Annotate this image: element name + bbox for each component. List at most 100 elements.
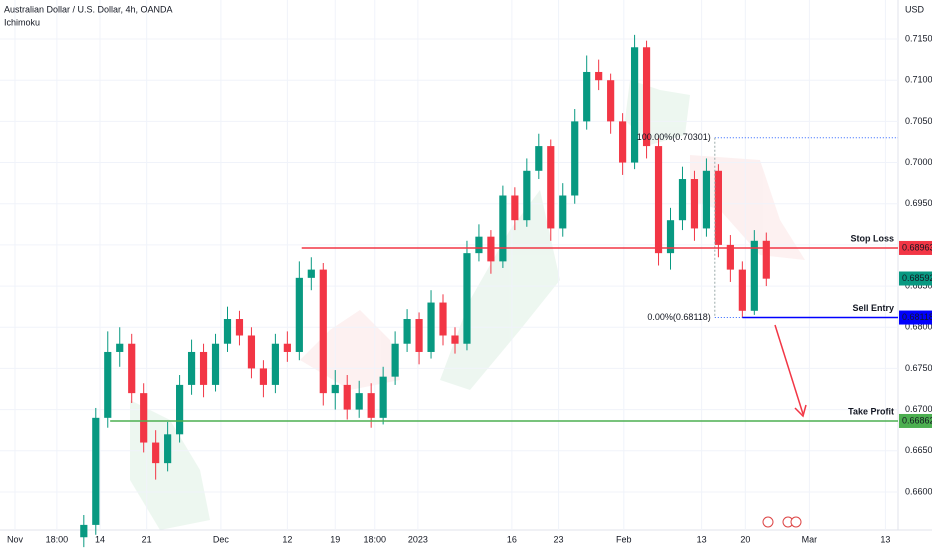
candle-body (307, 269, 315, 278)
x-tick-label: 21 (142, 534, 152, 544)
x-tick-label: 20 (740, 534, 750, 544)
x-tick-label: 13 (880, 534, 890, 544)
candle-body (164, 434, 172, 464)
x-tick-label: Dec (213, 534, 230, 544)
candle-body (319, 269, 327, 394)
candle-body (463, 253, 471, 344)
candle-body (535, 146, 543, 171)
candle-body (607, 80, 615, 122)
candle-body (738, 269, 746, 311)
candle-body (176, 384, 184, 435)
y-tick-label: 0.71500 (905, 33, 932, 43)
x-tick-label: 2023 (408, 534, 428, 544)
candle-body (116, 343, 124, 352)
candle-body (235, 319, 244, 336)
candle-body (678, 179, 687, 221)
candle-body (403, 319, 411, 344)
candle-body (571, 121, 579, 196)
candle-body (152, 442, 160, 464)
candle-body (654, 146, 663, 254)
candle-body (702, 170, 711, 229)
candle-body (439, 302, 447, 336)
candle-body (499, 195, 507, 262)
arrow-head (794, 404, 807, 418)
indicator-name: Ichimoku (4, 17, 40, 27)
price-tag (899, 413, 932, 428)
price-tag (899, 310, 932, 325)
level-name: Stop Loss (850, 233, 894, 243)
candle-body (211, 343, 220, 385)
price-tag-label: 0.68963 (902, 242, 932, 252)
candle-body (140, 393, 148, 443)
x-tick-label: 14 (95, 534, 105, 544)
x-tick-label: Feb (616, 534, 632, 544)
candle-body (379, 376, 387, 418)
fib-label: 0.00%(0.68118) (647, 312, 710, 322)
event-icon (762, 516, 774, 528)
candle-body (630, 47, 639, 163)
candle-body (271, 343, 279, 385)
candle-body (223, 319, 232, 344)
level-name: Take Profit (848, 406, 894, 416)
candle-body (391, 343, 399, 377)
candle-body (690, 179, 699, 229)
candle-body (714, 170, 722, 245)
candle-body (750, 240, 758, 311)
plot: 100.00%(0.70301) 0.00%(0.68118) Stop Loss S… (0, 0, 898, 548)
currency: USD (905, 4, 925, 14)
price-tag-label: 0.66862 (902, 415, 932, 425)
x-tick-label: Mar (802, 534, 818, 544)
candle-body (199, 351, 208, 385)
price-tag (899, 240, 932, 255)
x-tick-label: 16 (507, 534, 517, 544)
candle-body (475, 236, 483, 254)
symbol-title: Australian Dollar / U.S. Dollar, 4h, OAN… (4, 4, 173, 14)
price-tag (899, 271, 932, 286)
candle-body (726, 244, 734, 270)
candle-body (367, 393, 375, 418)
price-tag-label: 0.68118 (902, 312, 932, 322)
cloud-green (625, 80, 690, 145)
candle-body (523, 170, 531, 221)
candle-body (355, 393, 363, 410)
arrow-shaft (774, 324, 804, 415)
candle-body (343, 384, 351, 410)
x-tick-label: 13 (697, 534, 707, 544)
candle-body (762, 240, 770, 279)
candle-body (283, 343, 291, 352)
candle-body (547, 146, 555, 229)
candle-body (247, 335, 256, 369)
x-tick-label: 18:00 (46, 534, 69, 544)
candle-body (451, 335, 459, 344)
candle-body (259, 368, 268, 385)
candle-body (128, 343, 136, 394)
candle-body (104, 351, 112, 418)
x-tick-label: 12 (282, 534, 292, 544)
candle-body (92, 417, 100, 525)
fib-label: 100.00%(0.70301) (637, 132, 711, 142)
candle-body (619, 121, 627, 163)
candle-body (666, 220, 675, 254)
candle-body (559, 195, 567, 229)
candle-body (583, 71, 591, 122)
candle-body (415, 319, 423, 352)
flags (762, 516, 802, 528)
level-name: Sell Entry (852, 303, 894, 313)
candle-body (595, 71, 603, 81)
x-tick-label: 19 (330, 534, 340, 544)
candle-body (80, 524, 88, 538)
candle-body (427, 302, 435, 352)
candle-body (487, 236, 495, 262)
x-tick-label: 18:00 (363, 534, 386, 544)
x-tick-label: 23 (554, 534, 564, 544)
